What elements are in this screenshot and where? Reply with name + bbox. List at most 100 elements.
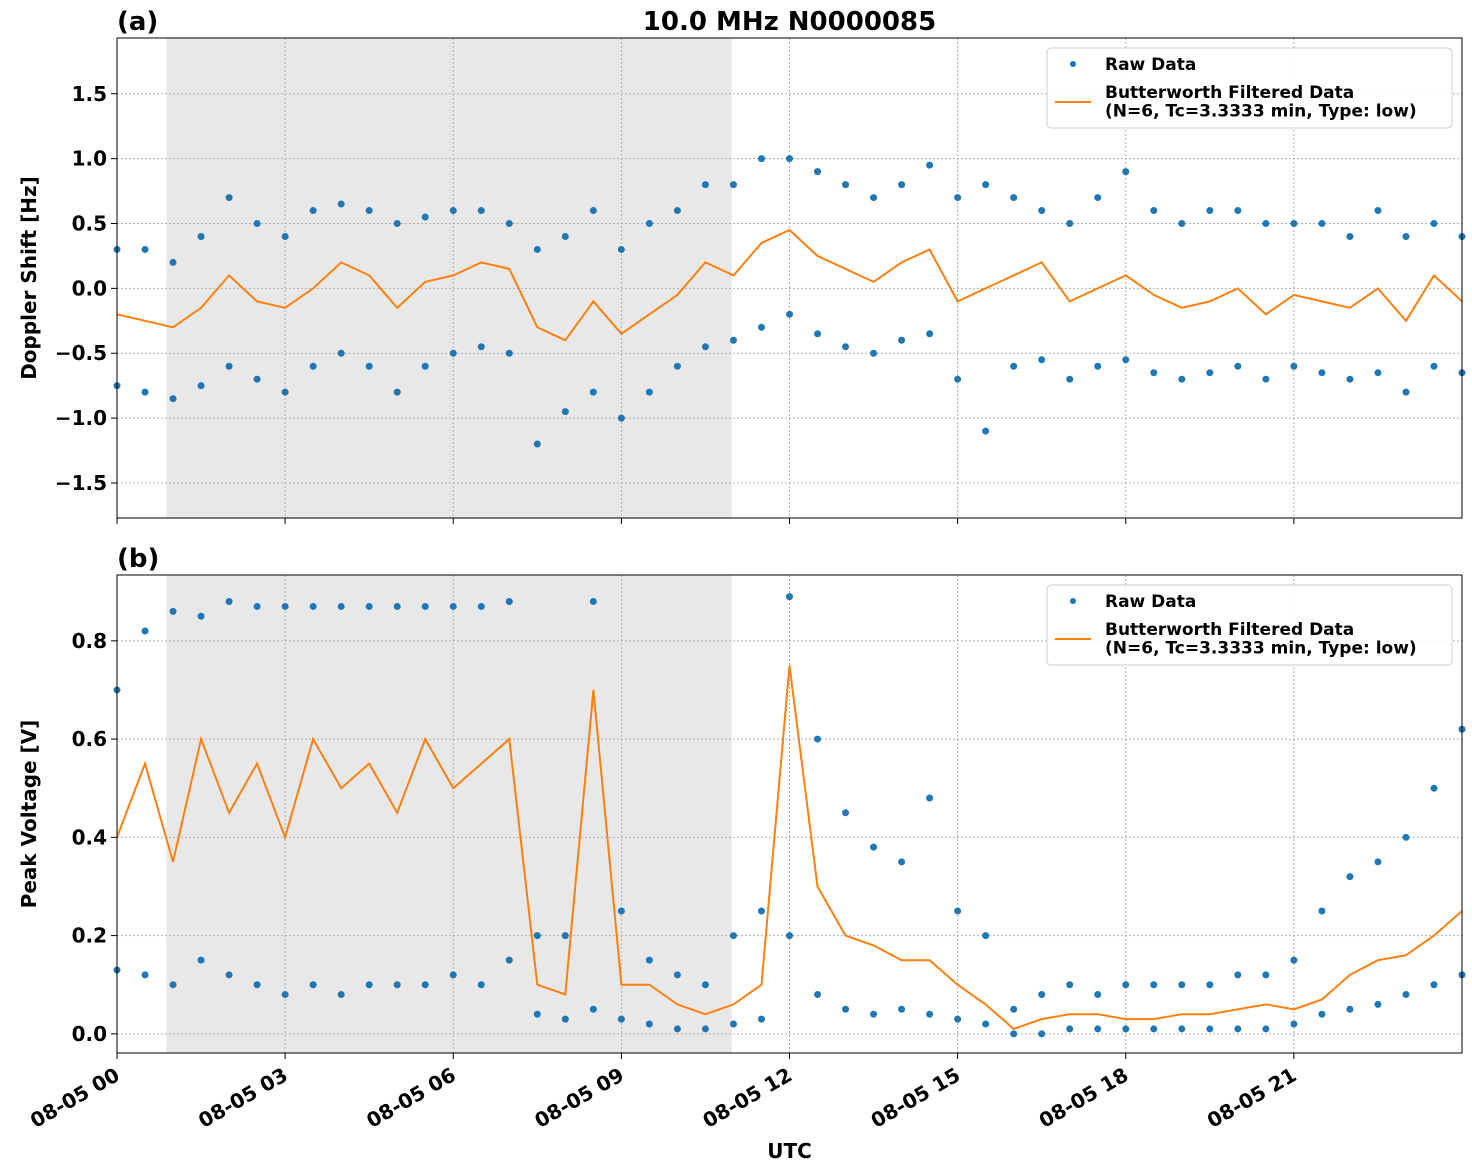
raw-point: [1206, 981, 1214, 989]
raw-point: [533, 932, 541, 940]
raw-point: [1402, 833, 1410, 841]
raw-point: [281, 232, 289, 240]
raw-point: [701, 343, 709, 351]
legend-swatch: [1070, 598, 1076, 604]
raw-point: [561, 408, 569, 416]
raw-point: [1066, 220, 1074, 228]
raw-point: [673, 207, 681, 215]
raw-point: [898, 181, 906, 189]
raw-point: [1262, 971, 1270, 979]
raw-point: [141, 627, 149, 635]
raw-point: [1402, 388, 1410, 396]
y-tick-label: 0.8: [72, 629, 107, 653]
raw-point: [870, 843, 878, 851]
legend-label: Butterworth Filtered Data (N=6, Tc=3.3333…: [1105, 620, 1417, 659]
x-tick-label: 08-05 03: [194, 1063, 292, 1133]
raw-point: [1038, 356, 1046, 364]
y-tick-label: 1.5: [72, 82, 107, 106]
y-tick-label: −0.5: [55, 341, 107, 365]
raw-point: [253, 602, 261, 610]
raw-point: [786, 932, 793, 940]
raw-point: [645, 220, 653, 228]
filtered-line: [116, 228, 1463, 342]
raw-point: [1430, 362, 1438, 370]
raw-point: [954, 1015, 962, 1023]
raw-point: [477, 343, 485, 351]
raw-point: [842, 1005, 850, 1013]
raw-point: [141, 245, 149, 253]
raw-point: [1122, 1025, 1130, 1033]
raw-point: [729, 932, 737, 940]
raw-point: [1234, 971, 1242, 979]
raw-point: [1010, 1005, 1018, 1013]
raw-point: [449, 971, 457, 979]
raw-point: [673, 362, 681, 370]
y-tick-label: 0.5: [72, 212, 107, 236]
raw-point: [701, 181, 709, 189]
raw-point: [1150, 207, 1158, 215]
raw-point: [1010, 362, 1018, 370]
y-tick-label: 0.6: [72, 727, 107, 751]
raw-point: [1122, 168, 1130, 176]
raw-point: [1122, 356, 1130, 364]
raw-point: [533, 440, 541, 448]
shaded-span: [166, 575, 732, 1053]
plot-frame: [116, 37, 1463, 519]
raw-point: [1094, 362, 1102, 370]
raw-point: [1234, 1025, 1242, 1033]
raw-point: [1178, 220, 1186, 228]
raw-point: [954, 907, 962, 915]
raw-point: [337, 200, 345, 208]
raw-point: [337, 602, 345, 610]
raw-point: [757, 907, 765, 915]
y-axis-label: Peak Voltage [V]: [17, 720, 41, 909]
raw-point: [365, 362, 373, 370]
raw-point: [561, 1015, 569, 1023]
x-tick-label: 08-05 06: [362, 1063, 460, 1133]
raw-point: [281, 602, 289, 610]
raw-point: [1346, 1005, 1354, 1013]
raw-point: [449, 349, 457, 357]
raw-point: [309, 207, 317, 215]
legend-box: [1046, 47, 1453, 129]
raw-point: [842, 343, 850, 351]
raw-point: [421, 602, 429, 610]
y-tick-label: 0.0: [72, 276, 107, 300]
legend-box: [1046, 584, 1453, 666]
raw-point: [645, 388, 653, 396]
raw-point: [926, 161, 934, 169]
raw-point: [337, 349, 345, 357]
raw-point: [393, 602, 401, 610]
raw-point: [757, 1015, 765, 1023]
y-tick-label: −1.0: [55, 406, 107, 430]
raw-point: [645, 956, 653, 964]
raw-point: [786, 155, 793, 163]
y-tick-label: 0.0: [72, 1022, 107, 1046]
legend-label: Butterworth Filtered Data (N=6, Tc=3.3333…: [1105, 83, 1417, 122]
raw-point: [169, 258, 177, 266]
raw-point: [1038, 1030, 1046, 1038]
raw-point: [1010, 194, 1018, 202]
raw-point: [1206, 207, 1214, 215]
raw-point: [141, 971, 149, 979]
raw-point: [533, 245, 541, 253]
raw-point: [505, 598, 513, 606]
raw-point: [1038, 207, 1046, 215]
shaded-span: [166, 38, 732, 518]
raw-point: [281, 991, 289, 999]
x-tick-label: 08-05 21: [1203, 1063, 1301, 1133]
filtered-line: [116, 665, 1463, 1031]
y-tick-label: −1.5: [55, 471, 107, 495]
raw-point: [1066, 1025, 1074, 1033]
raw-point: [1290, 362, 1298, 370]
legend-label: Raw Data: [1105, 592, 1196, 612]
raw-point: [701, 981, 709, 989]
raw-point: [337, 991, 345, 999]
raw-point: [617, 907, 625, 915]
raw-point: [1346, 232, 1354, 240]
raw-point: [1122, 981, 1130, 989]
raw-point: [1318, 907, 1326, 915]
raw-point: [1402, 232, 1410, 240]
raw-point: [1178, 1025, 1186, 1033]
raw-point: [1318, 1010, 1326, 1018]
